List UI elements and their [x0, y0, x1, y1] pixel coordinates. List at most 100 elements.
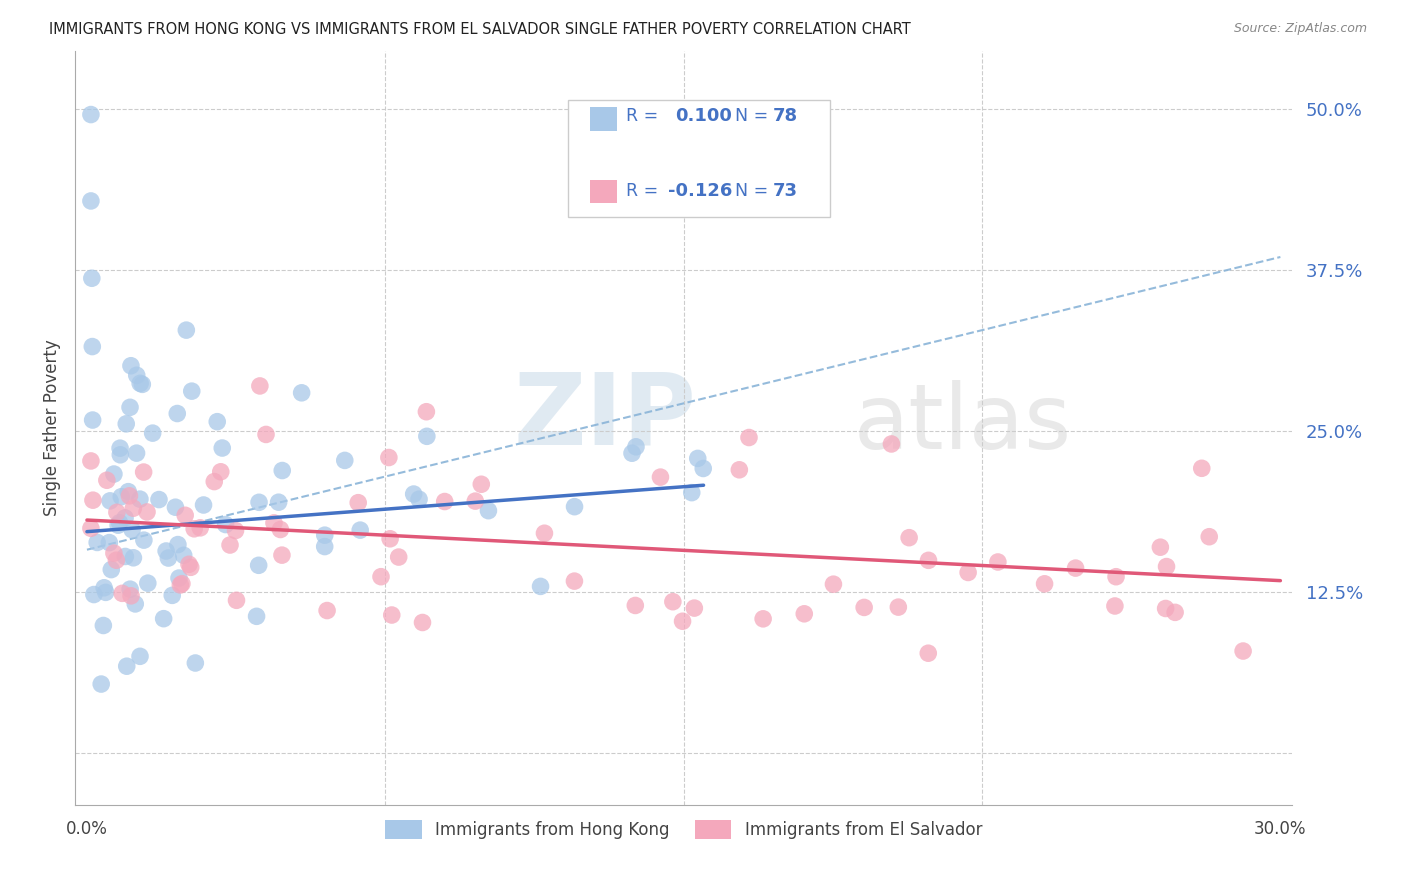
Text: 30.0%: 30.0% — [1254, 821, 1306, 838]
Point — [111, 586, 134, 600]
Point — [1105, 570, 1128, 584]
Point — [162, 588, 184, 602]
Text: N =: N = — [724, 106, 773, 125]
Point — [415, 405, 437, 419]
Point — [82, 413, 104, 427]
Point — [1149, 540, 1171, 554]
Text: IMMIGRANTS FROM HONG KONG VS IMMIGRANTS FROM EL SALVADOR SINGLE FATHER POVERTY C: IMMIGRANTS FROM HONG KONG VS IMMIGRANTS … — [49, 22, 911, 37]
Point — [82, 340, 104, 354]
Point — [683, 601, 706, 615]
Text: 0.100: 0.100 — [675, 106, 733, 125]
Point — [110, 490, 132, 504]
Text: 0.0%: 0.0% — [66, 821, 108, 838]
Text: R =: R = — [627, 182, 664, 200]
Point — [165, 500, 187, 515]
Point — [98, 535, 121, 549]
Point — [957, 566, 980, 580]
Point — [823, 577, 845, 591]
Point — [898, 531, 921, 545]
Text: 78: 78 — [772, 106, 797, 125]
Point — [120, 582, 142, 597]
Text: Source: ZipAtlas.com: Source: ZipAtlas.com — [1233, 22, 1367, 36]
Point — [247, 495, 270, 509]
Point — [402, 487, 425, 501]
Point — [188, 521, 211, 535]
Point — [621, 446, 644, 460]
Point — [269, 523, 291, 537]
Point — [686, 451, 709, 466]
Point — [107, 518, 129, 533]
Point — [671, 614, 693, 628]
Point — [157, 551, 180, 566]
Point — [125, 368, 148, 383]
Point — [80, 107, 103, 121]
Point — [887, 600, 910, 615]
Point — [142, 426, 165, 441]
Point — [125, 446, 148, 460]
Point — [80, 194, 103, 208]
Point — [624, 440, 647, 454]
Point — [118, 489, 141, 503]
Point — [219, 538, 242, 552]
Point — [1164, 606, 1187, 620]
Point — [245, 609, 267, 624]
Point — [124, 597, 146, 611]
Point — [132, 533, 155, 548]
Point — [170, 576, 193, 591]
Text: N =: N = — [724, 182, 773, 200]
Point — [136, 505, 159, 519]
Point — [173, 549, 195, 563]
Point — [917, 553, 939, 567]
Point — [529, 579, 551, 593]
Point — [174, 508, 197, 523]
Point — [115, 417, 138, 431]
Point — [214, 517, 236, 532]
Point — [100, 563, 122, 577]
Point — [381, 607, 404, 622]
Point — [987, 555, 1010, 569]
Point — [793, 607, 815, 621]
Point — [176, 323, 198, 337]
Point — [117, 484, 139, 499]
Point — [108, 441, 131, 455]
Point — [662, 595, 685, 609]
Point — [110, 448, 132, 462]
Point — [93, 618, 115, 632]
Point — [193, 498, 215, 512]
Point — [388, 550, 411, 565]
Bar — [591, 107, 617, 131]
Point — [108, 516, 131, 530]
Point — [93, 581, 115, 595]
Point — [136, 576, 159, 591]
Point — [118, 401, 141, 415]
Point — [183, 522, 205, 536]
Point — [90, 677, 112, 691]
Point — [122, 501, 145, 516]
Point — [416, 429, 439, 443]
Point — [105, 553, 128, 567]
Point — [408, 492, 430, 507]
Point — [314, 528, 336, 542]
Text: 73: 73 — [772, 182, 797, 200]
Point — [728, 463, 751, 477]
Point — [209, 465, 232, 479]
Point — [80, 521, 103, 535]
Point — [681, 485, 703, 500]
Point — [271, 463, 294, 477]
Point — [378, 532, 401, 546]
Text: atlas: atlas — [853, 380, 1073, 468]
Point — [82, 493, 104, 508]
Point — [433, 494, 456, 508]
Point — [114, 511, 136, 525]
Point — [121, 523, 143, 537]
Point — [1191, 461, 1213, 475]
Point — [1033, 576, 1056, 591]
Point — [202, 475, 225, 489]
Point — [180, 560, 202, 574]
Point — [177, 558, 200, 572]
Point — [122, 550, 145, 565]
Point — [169, 578, 191, 592]
Point — [114, 549, 136, 564]
Point — [347, 496, 370, 510]
Point — [263, 516, 285, 530]
